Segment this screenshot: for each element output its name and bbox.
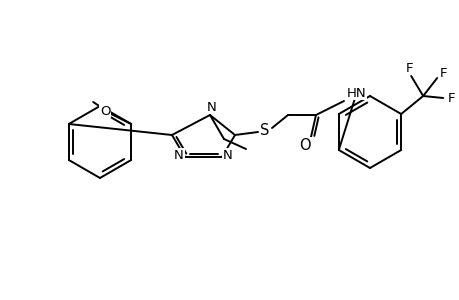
- Text: S: S: [260, 122, 269, 137]
- Text: N: N: [207, 100, 216, 113]
- Text: N: N: [174, 148, 184, 161]
- Text: O: O: [100, 104, 110, 118]
- Text: O: O: [298, 137, 310, 152]
- Text: F: F: [447, 92, 454, 104]
- Text: F: F: [438, 67, 446, 80]
- Text: HN: HN: [346, 86, 366, 100]
- Text: F: F: [404, 61, 412, 74]
- Text: N: N: [223, 148, 232, 161]
